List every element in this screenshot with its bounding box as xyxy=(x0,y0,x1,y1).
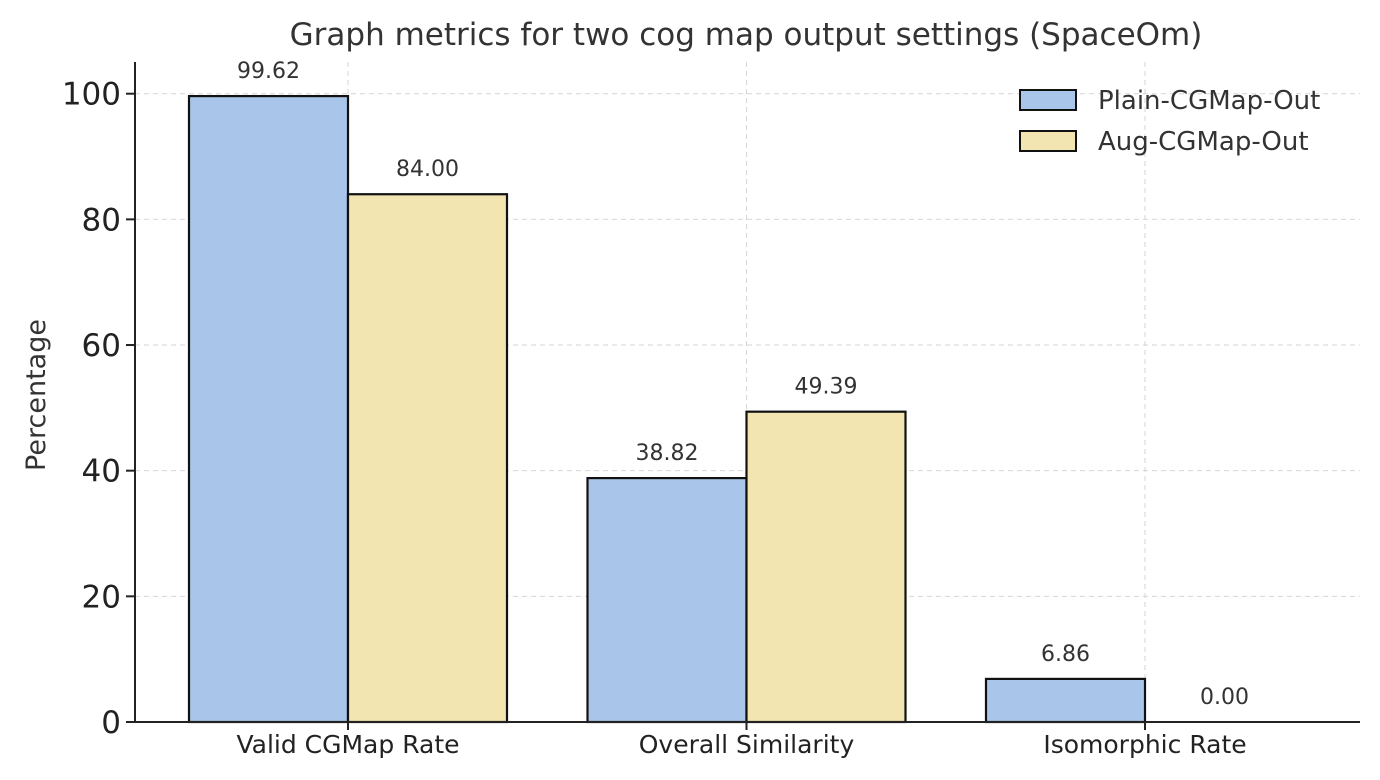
legend-label: Plain-CGMap-Out xyxy=(1098,86,1320,116)
legend-label: Aug-CGMap-Out xyxy=(1098,127,1309,157)
data-label: 99.62 xyxy=(237,59,300,84)
y-tick-label: 80 xyxy=(82,202,121,238)
bar-aug-cgmap-out-0 xyxy=(346,193,509,724)
x-tick-label: Overall Similarity xyxy=(639,730,855,759)
chart-title: Graph metrics for two cog map output set… xyxy=(290,17,1203,53)
y-tick-label: 60 xyxy=(82,328,121,364)
data-labels: 99.62 38.82 6.86 84.00 49.39 0.00 xyxy=(237,59,1249,710)
y-ticks: 0 20 40 60 80 100 xyxy=(62,77,135,741)
x-tick-label: Valid CGMap Rate xyxy=(236,730,459,759)
bar-plain-cgmap-out-1 xyxy=(586,476,748,724)
y-tick-label: 20 xyxy=(82,579,121,615)
legend: Plain-CGMap-Out Aug-CGMap-Out xyxy=(1019,86,1320,157)
data-label: 6.86 xyxy=(1041,642,1090,667)
data-label: 38.82 xyxy=(636,441,699,466)
bar-plain-cgmap-out-2 xyxy=(984,677,1147,724)
data-label: 84.00 xyxy=(396,157,459,182)
y-axis-label: Percentage xyxy=(21,319,52,471)
bar-aug-cgmap-out-1 xyxy=(745,410,907,724)
bar-plain-cgmap-out-0 xyxy=(187,94,350,724)
data-label: 49.39 xyxy=(795,375,858,400)
y-tick-label: 40 xyxy=(82,454,121,490)
x-tick-label: Isomorphic Rate xyxy=(1043,730,1246,759)
legend-swatch xyxy=(1019,89,1077,111)
y-tick-label: 0 xyxy=(101,705,121,741)
x-ticks: Valid CGMap Rate Overall Similarity Isomor… xyxy=(236,722,1247,759)
data-label: 0.00 xyxy=(1200,685,1249,710)
y-tick-label: 100 xyxy=(62,77,121,113)
bars xyxy=(187,94,1147,724)
legend-swatch xyxy=(1019,130,1077,152)
